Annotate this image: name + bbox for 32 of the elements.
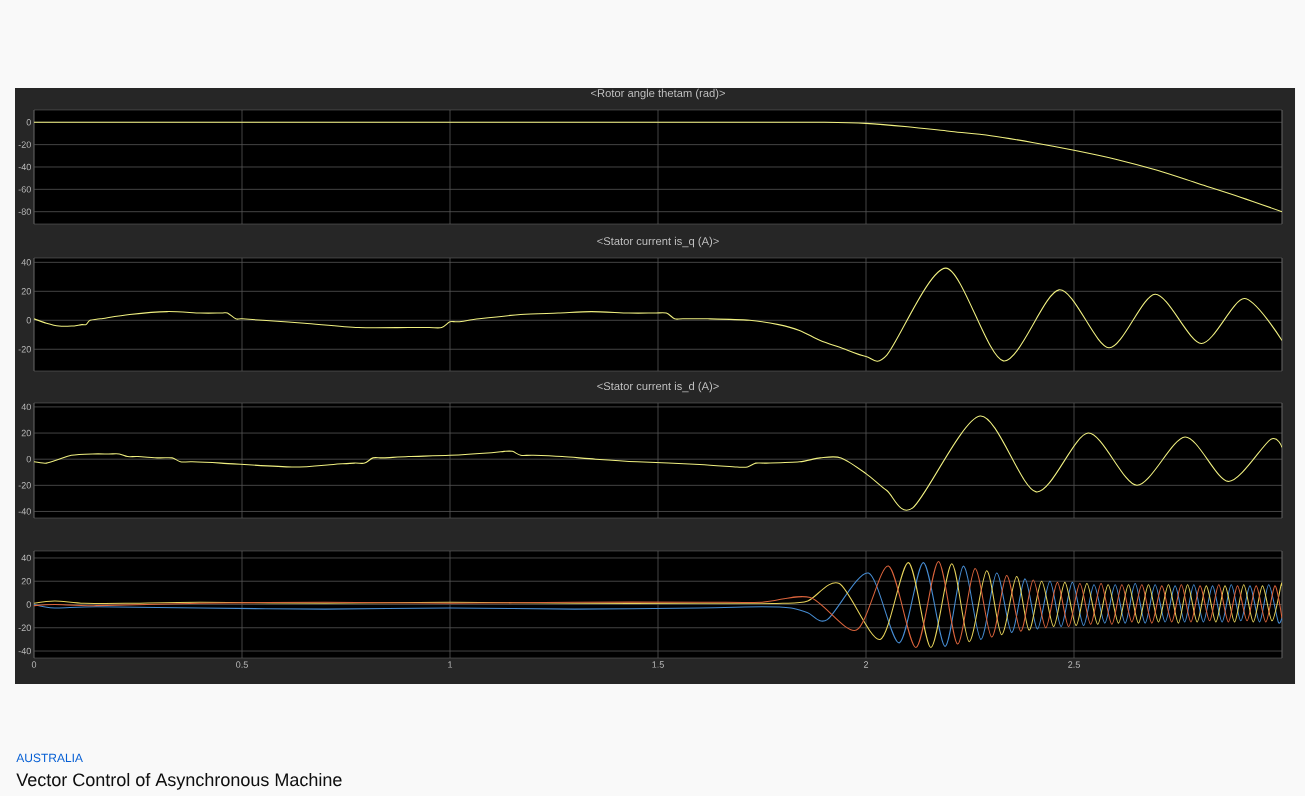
y-tick-label: 40 xyxy=(21,554,31,562)
y-tick-label: -20 xyxy=(18,624,31,631)
y-tick-label: -80 xyxy=(18,208,31,215)
chart-title: <Rotor angle thetam (rad)> xyxy=(591,88,725,100)
x-tick-label: 1.5 xyxy=(652,661,664,668)
y-tick-label: 20 xyxy=(21,429,31,437)
y-tick-label: 20 xyxy=(21,578,31,585)
line-series xyxy=(34,267,1283,362)
y-tick-label: 40 xyxy=(21,403,31,411)
x-tick-label: 2.5 xyxy=(1068,661,1080,668)
y-tick-label: -60 xyxy=(18,186,31,193)
chart-title: <Stator current is_q (A)> xyxy=(597,236,719,248)
y-tick-label: 0 xyxy=(26,455,31,463)
text: Vector Control of Asynchronous Machine xyxy=(16,772,342,790)
x-tick-label: 1 xyxy=(448,661,453,668)
y-tick-label: -40 xyxy=(18,163,31,171)
y-tick-label: -20 xyxy=(18,346,31,353)
y-tick-label: 20 xyxy=(21,288,31,295)
y-tick-label: -20 xyxy=(18,482,31,489)
y-tick-label: 40 xyxy=(21,259,31,266)
y-tick-label: -40 xyxy=(18,647,31,655)
line-series xyxy=(34,415,1283,510)
y-tick-label: -20 xyxy=(18,141,31,148)
x-tick-label: 0.5 xyxy=(236,661,248,668)
y-tick-label: 0 xyxy=(26,317,31,324)
y-tick-label: -40 xyxy=(18,508,31,515)
x-tick-label: 0 xyxy=(31,661,37,668)
chart-title: <Stator current is_d (A)> xyxy=(597,381,719,393)
y-tick-label: 0 xyxy=(26,601,31,608)
y-tick-label: 0 xyxy=(26,119,31,126)
x-tick-label: 2 xyxy=(863,661,869,668)
text: AUSTRALIA xyxy=(16,753,83,763)
